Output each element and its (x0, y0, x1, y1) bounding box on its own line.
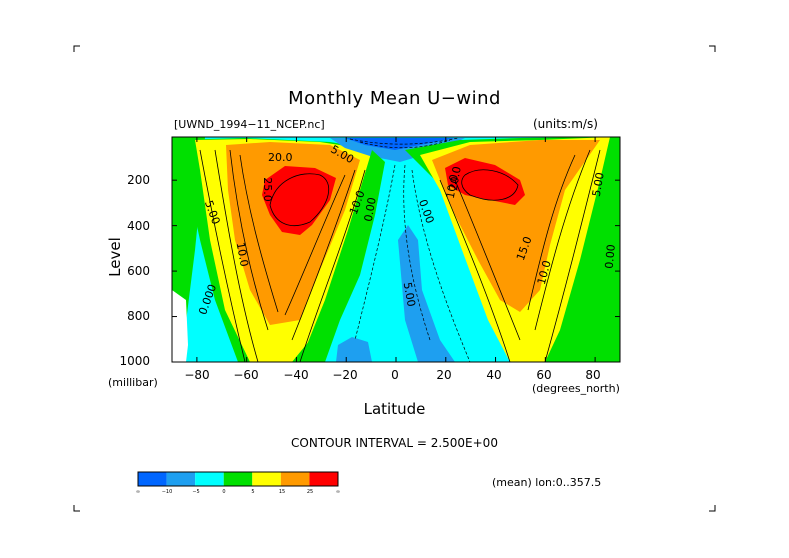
y-axis-label: Level (106, 237, 124, 277)
x-tick-label: 20 (436, 368, 452, 382)
colorbar-label: 25 (306, 489, 314, 495)
units-label: (units:m/s) (533, 117, 598, 131)
contour-line (354, 164, 396, 341)
chart-title: Monthly Mean U−wind (288, 88, 501, 109)
contour-line (454, 179, 521, 341)
x-tick-label: 80 (585, 368, 601, 382)
contour-line (534, 149, 591, 331)
contour-line (527, 154, 576, 311)
colorbar-label: 0 (222, 489, 226, 495)
tick-marks (172, 137, 620, 363)
contour-line (199, 149, 246, 362)
contour-label: 25.0 (260, 177, 274, 202)
x-tick-label: −40 (283, 368, 309, 382)
contour-label: 20.0 (268, 151, 293, 164)
x-tick-label: −20 (332, 368, 358, 382)
region-north-red (445, 158, 525, 205)
colorbar-frame (137, 471, 339, 487)
contour-interval-text: CONTOUR INTERVAL = 2.500E+00 (291, 436, 498, 450)
contour-line (229, 149, 269, 331)
contour-line (461, 169, 519, 201)
mean-note: (mean) lon:0..357.5 (492, 476, 602, 489)
y-tick-label: 400 (127, 219, 150, 233)
colorbar-label: 15 (278, 489, 286, 495)
contour-line (269, 173, 329, 226)
colorbar (137, 471, 339, 487)
colorbar-label: −5 (192, 489, 200, 495)
colorbar-label: ∞ (335, 489, 341, 495)
region-south-red (262, 166, 336, 235)
contour-line (214, 149, 259, 362)
contour-line (544, 149, 601, 362)
colorbar-swatch (195, 472, 224, 486)
colorbar-swatch (309, 472, 338, 486)
x-axis-label: Latitude (363, 400, 426, 418)
x-tick-label: 60 (536, 368, 552, 382)
region-blue-south (336, 337, 372, 362)
contour-line (291, 169, 356, 341)
region-north-pole-green (598, 220, 620, 362)
contour-line (411, 169, 471, 362)
contour-line (284, 174, 346, 316)
contour-line (299, 169, 366, 362)
region-south-white (172, 290, 188, 362)
y-tick-label: 800 (127, 309, 150, 323)
colorbar-swatch (223, 472, 253, 486)
colorbar-swatch (166, 472, 196, 486)
x-tick-label: 0 (391, 368, 399, 382)
y-unit-label: (millibar) (108, 376, 158, 389)
contour-label: 0.00 (602, 243, 618, 270)
x-tick-label: −60 (233, 368, 259, 382)
dataset-label: [UWND_1994−11_NCEP.nc] (174, 118, 325, 131)
colorbar-swatch (138, 472, 167, 486)
colorbar-label: ∞ (135, 489, 141, 495)
y-tick-label: 200 (127, 173, 150, 187)
contour-line (359, 139, 451, 149)
region-blue-tropics (398, 225, 455, 362)
contour-line (239, 154, 279, 313)
contour-line (439, 179, 511, 362)
contour-line (403, 164, 431, 341)
colorbar-swatch (280, 472, 310, 486)
x-unit-label: (degrees_north) (532, 382, 620, 395)
colorbar-label: 5 (251, 489, 255, 495)
y-tick-label: 1000 (119, 354, 150, 368)
x-tick-label: −80 (184, 368, 210, 382)
y-tick-label: 600 (127, 264, 150, 278)
contour-lines (199, 149, 601, 362)
x-tick-label: 40 (486, 368, 502, 382)
colorbar-label: −10 (161, 489, 173, 495)
colorbar-swatch (252, 472, 281, 486)
region-center-green (300, 150, 385, 362)
